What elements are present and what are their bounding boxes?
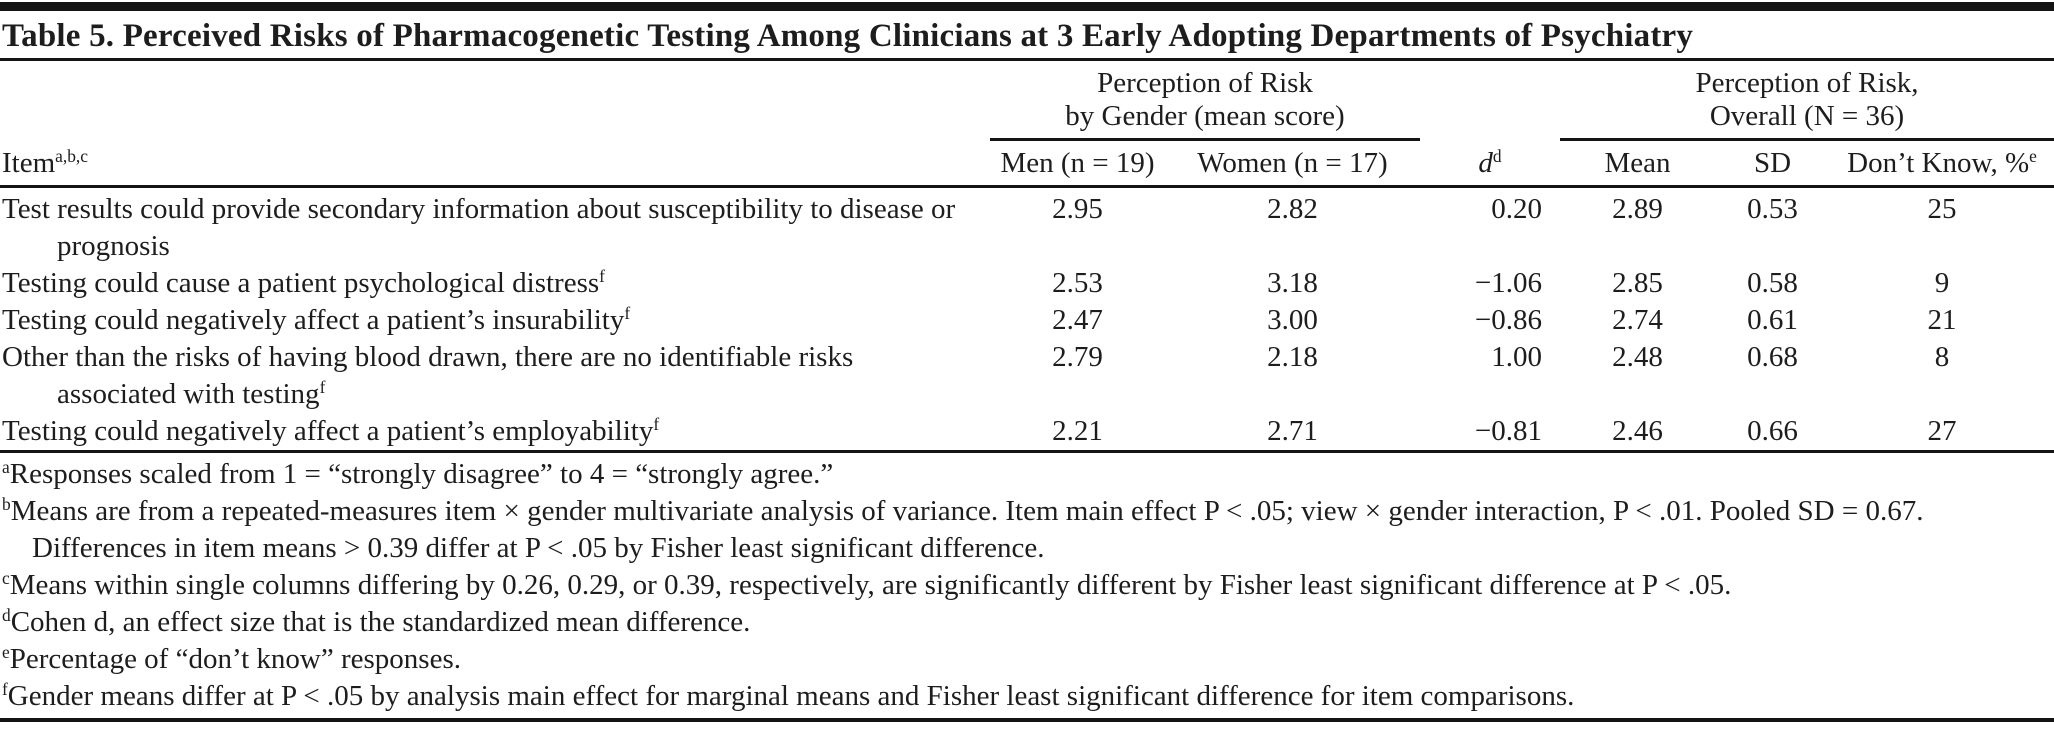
d-value: −1.06 bbox=[1474, 267, 1542, 299]
sd-value: 0.53 bbox=[1747, 193, 1798, 225]
column-header-dont-know: Don’t Know, %e bbox=[1830, 139, 2054, 188]
column-header-mean: Mean bbox=[1560, 139, 1715, 188]
d-header-superscript: d bbox=[1492, 146, 1502, 167]
footnote-e: ePercentage of “don’t know” responses. bbox=[2, 641, 2052, 678]
table-body: Test results could provide secondary inf… bbox=[0, 187, 2054, 451]
footnote-marker: f bbox=[2, 679, 8, 700]
column-header-sd: SD bbox=[1715, 139, 1830, 188]
spanner-row: Perception of Risk by Gender (mean score… bbox=[0, 61, 2054, 141]
mean-value: 2.89 bbox=[1612, 193, 1663, 225]
footnote-text: Responses scaled from 1 = “strongly disa… bbox=[9, 458, 834, 490]
item-cell: Test results could provide secondary inf… bbox=[0, 187, 990, 266]
overall-group-line2: Overall (N = 36) bbox=[1709, 100, 1905, 132]
overall-group-header: Perception of Risk, Overall (N = 36) bbox=[1560, 61, 2054, 141]
spanner-spacer-d bbox=[1420, 61, 1560, 140]
mean-value: 2.46 bbox=[1612, 415, 1663, 447]
sd-value: 0.58 bbox=[1747, 267, 1798, 299]
d-value: −0.81 bbox=[1474, 415, 1542, 447]
table-body-bottom-rule bbox=[0, 450, 2054, 453]
table-row: Testing could cause a patient psychologi… bbox=[0, 265, 2054, 302]
spanner-spacer bbox=[0, 61, 990, 140]
table-row: Other than the risks of having blood dra… bbox=[0, 339, 2054, 413]
sd-value: 0.61 bbox=[1747, 304, 1798, 336]
footnote-marker: c bbox=[2, 568, 10, 589]
footnote-a: aResponses scaled from 1 = “strongly dis… bbox=[2, 456, 2052, 493]
item-text: Testing could negatively affect a patien… bbox=[2, 415, 654, 447]
column-header-women: Women (n = 17) bbox=[1165, 139, 1420, 188]
dont-know-value: 8 bbox=[1934, 341, 1950, 373]
footnote-marker: b bbox=[2, 494, 11, 515]
dont-know-header-superscript: e bbox=[2029, 146, 2037, 167]
column-header-row: Itema,b,c Men (n = 19) Women (n = 17) dd… bbox=[0, 139, 2054, 188]
table-header: Perception of Risk by Gender (mean score… bbox=[0, 61, 2054, 188]
d-value: 1.00 bbox=[1491, 341, 1542, 373]
column-header-men: Men (n = 19) bbox=[990, 139, 1165, 188]
d-header-label: d bbox=[1478, 147, 1493, 179]
item-superscript: f bbox=[653, 414, 660, 435]
footnote-marker: d bbox=[2, 605, 11, 626]
sd-value: 0.66 bbox=[1747, 415, 1798, 447]
footnote-marker: a bbox=[2, 457, 10, 478]
men-value: 2.95 bbox=[1052, 193, 1103, 225]
footnote-c: cMeans within single columns differing b… bbox=[2, 567, 2052, 604]
item-header-label: Item bbox=[2, 147, 56, 179]
item-cell: Testing could negatively affect a patien… bbox=[0, 413, 990, 450]
data-table: Perception of Risk by Gender (mean score… bbox=[0, 61, 2054, 450]
item-text: Test results could provide secondary inf… bbox=[2, 193, 956, 262]
table-top-rule bbox=[0, 2, 2054, 11]
women-value: 3.18 bbox=[1267, 267, 1318, 299]
item-cell: Testing could negatively affect a patien… bbox=[0, 302, 990, 339]
item-superscript: f bbox=[319, 377, 326, 398]
gender-group-line2: by Gender (mean score) bbox=[1065, 100, 1345, 132]
footnote-text: Means are from a repeated-measures item … bbox=[10, 495, 1924, 564]
men-value: 2.53 bbox=[1052, 267, 1103, 299]
item-cell: Testing could cause a patient psychologi… bbox=[0, 265, 990, 302]
d-value: 0.20 bbox=[1491, 193, 1542, 225]
column-header-item: Itema,b,c bbox=[0, 139, 990, 188]
mean-value: 2.74 bbox=[1612, 304, 1663, 336]
mean-value: 2.85 bbox=[1612, 267, 1663, 299]
overall-group-line1: Perception of Risk, bbox=[1695, 67, 1919, 99]
table-row: Testing could negatively affect a patien… bbox=[0, 413, 2054, 450]
table-row: Test results could provide secondary inf… bbox=[0, 187, 2054, 266]
table-row: Testing could negatively affect a patien… bbox=[0, 302, 2054, 339]
d-value: −0.86 bbox=[1474, 304, 1542, 336]
gender-group-line1: Perception of Risk bbox=[1097, 67, 1313, 99]
footnote-marker: e bbox=[2, 642, 10, 663]
women-value: 2.18 bbox=[1267, 341, 1318, 373]
footnote-text: Gender means differ at P < .05 by analys… bbox=[7, 680, 1575, 712]
dont-know-header-label: Don’t Know, % bbox=[1847, 147, 2030, 179]
men-value: 2.21 bbox=[1052, 415, 1103, 447]
gender-group-header: Perception of Risk by Gender (mean score… bbox=[990, 61, 1420, 141]
dont-know-value: 9 bbox=[1934, 267, 1950, 299]
item-superscript: f bbox=[599, 266, 605, 287]
item-superscript: f bbox=[624, 303, 631, 324]
item-text: Other than the risks of having blood dra… bbox=[2, 341, 854, 410]
footnote-f: fGender means differ at P < .05 by analy… bbox=[2, 678, 2052, 715]
men-value: 2.79 bbox=[1052, 341, 1103, 373]
item-cell: Other than the risks of having blood dra… bbox=[0, 339, 990, 413]
men-value: 2.47 bbox=[1052, 304, 1103, 336]
footnote-text: Cohen d, an effect size that is the stan… bbox=[10, 606, 751, 638]
sd-value: 0.68 bbox=[1747, 341, 1798, 373]
item-header-superscript: a,b,c bbox=[55, 146, 88, 167]
footnote-text: Means within single columns differing by… bbox=[9, 569, 1732, 601]
mean-value: 2.48 bbox=[1612, 341, 1663, 373]
footnote-text: Percentage of “don’t know” responses. bbox=[9, 643, 461, 675]
dont-know-value: 27 bbox=[1927, 415, 1957, 447]
item-text: Testing could negatively affect a patien… bbox=[2, 304, 625, 336]
women-value: 2.71 bbox=[1267, 415, 1318, 447]
women-value: 3.00 bbox=[1267, 304, 1318, 336]
item-text: Testing could cause a patient psychologi… bbox=[2, 267, 600, 299]
women-value: 2.82 bbox=[1267, 193, 1318, 225]
dont-know-value: 21 bbox=[1927, 304, 1957, 336]
dont-know-value: 25 bbox=[1927, 193, 1957, 225]
footnote-b: bMeans are from a repeated-measures item… bbox=[2, 493, 2052, 567]
footnote-d: dCohen d, an effect size that is the sta… bbox=[2, 604, 2052, 641]
footnotes: aResponses scaled from 1 = “strongly dis… bbox=[0, 453, 2054, 715]
column-header-d: dd bbox=[1420, 139, 1560, 188]
table-bottom-rule bbox=[0, 718, 2054, 722]
table-title: Table 5. Perceived Risks of Pharmacogene… bbox=[0, 11, 2054, 61]
